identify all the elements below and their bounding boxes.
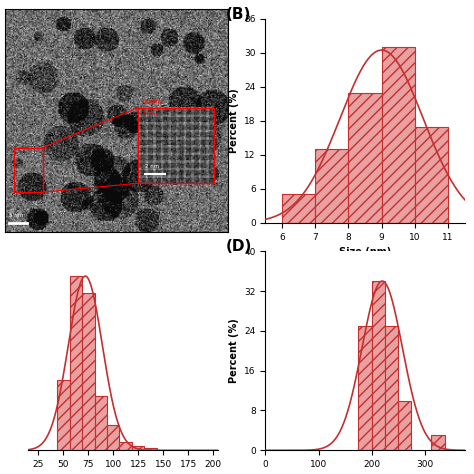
Bar: [282, 194, 315, 223]
Y-axis label: Percent (%): Percent (%): [228, 319, 239, 383]
Bar: [138, 108, 214, 183]
Bar: [348, 92, 382, 223]
X-axis label: Size (nm): Size (nm): [339, 247, 391, 257]
Bar: [107, 426, 119, 450]
Text: coating: coating: [143, 99, 164, 104]
Bar: [70, 276, 82, 450]
Bar: [119, 442, 132, 450]
Bar: [14, 147, 43, 192]
Text: 2 nm: 2 nm: [145, 164, 159, 169]
Bar: [132, 446, 145, 450]
Bar: [358, 326, 372, 450]
Bar: [382, 47, 415, 223]
Bar: [57, 380, 70, 450]
Bar: [415, 127, 448, 223]
Text: (D): (D): [226, 239, 252, 254]
Bar: [315, 149, 348, 223]
Bar: [94, 396, 107, 450]
Text: (B): (B): [226, 7, 251, 22]
Y-axis label: Percent (%): Percent (%): [228, 89, 239, 153]
Bar: [82, 293, 94, 450]
Text: 5 nm: 5 nm: [9, 213, 23, 218]
Bar: [385, 326, 398, 450]
Bar: [431, 435, 445, 450]
Bar: [372, 281, 385, 450]
Bar: [145, 448, 157, 450]
Bar: [398, 401, 411, 450]
Text: 1.2 nm: 1.2 nm: [143, 112, 163, 118]
